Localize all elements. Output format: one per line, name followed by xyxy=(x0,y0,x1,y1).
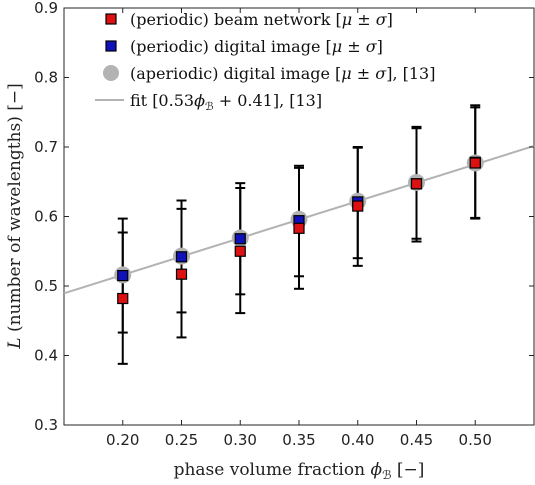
x-axis-label: phase volume fraction ϕℬ [−] xyxy=(174,460,425,482)
beam-point-3 xyxy=(293,222,305,234)
y-tick-label-0: 0.3 xyxy=(34,416,58,434)
legend-label-aperiodic: (aperiodic) digital image [μ ± σ], [13] xyxy=(130,64,435,83)
ticks-layer: 0.20 0.25 0.30 0.35 0.40 0.45 0.50 0.3 0.4 0.5 0.6… xyxy=(34,0,534,449)
y-tick-label-1: 0.4 xyxy=(34,347,58,365)
x-tick-label-3: 0.35 xyxy=(282,431,315,449)
y-tick-label-4: 0.7 xyxy=(34,138,58,156)
y-tick-label-5: 0.8 xyxy=(34,69,58,87)
y-tick-label-2: 0.5 xyxy=(34,277,58,295)
legend: (periodic) beam network [μ ± σ] (periodi… xyxy=(95,10,435,113)
legend-label-digital: (periodic) digital image [μ ± σ] xyxy=(130,37,383,56)
y-axis-label: L (number of wavelengths) [−] xyxy=(5,83,25,349)
legend-marker-digital xyxy=(105,40,117,52)
beam-point-2 xyxy=(234,245,246,257)
digital-point-2 xyxy=(234,233,246,245)
x-tick-label-0: 0.20 xyxy=(106,431,139,449)
digital-point-0 xyxy=(117,269,129,282)
markers-layer xyxy=(114,154,484,305)
x-tick-label-6: 0.50 xyxy=(459,431,492,449)
beam-point-0 xyxy=(117,292,129,305)
legend-marker-beam xyxy=(105,13,117,25)
beam-point-5 xyxy=(410,178,423,190)
x-tick-label-4: 0.40 xyxy=(341,431,374,449)
y-tick-label-3: 0.6 xyxy=(34,208,58,226)
x-tick-label-1: 0.25 xyxy=(165,431,198,449)
beam-point-6 xyxy=(469,157,481,169)
x-tick-label-5: 0.45 xyxy=(400,431,433,449)
digital-point-1 xyxy=(175,251,188,263)
legend-label-fit: fit [0.53ϕℬ + 0.41], [13] xyxy=(130,91,322,113)
legend-label-beam: (periodic) beam network [μ ± σ] xyxy=(130,10,393,29)
beam-point-1 xyxy=(175,268,188,280)
beam-point-4 xyxy=(352,200,364,212)
y-tick-label-6: 0.9 xyxy=(34,0,58,17)
legend-marker-aperiodic xyxy=(103,65,119,81)
x-tick-label-2: 0.30 xyxy=(224,431,257,449)
